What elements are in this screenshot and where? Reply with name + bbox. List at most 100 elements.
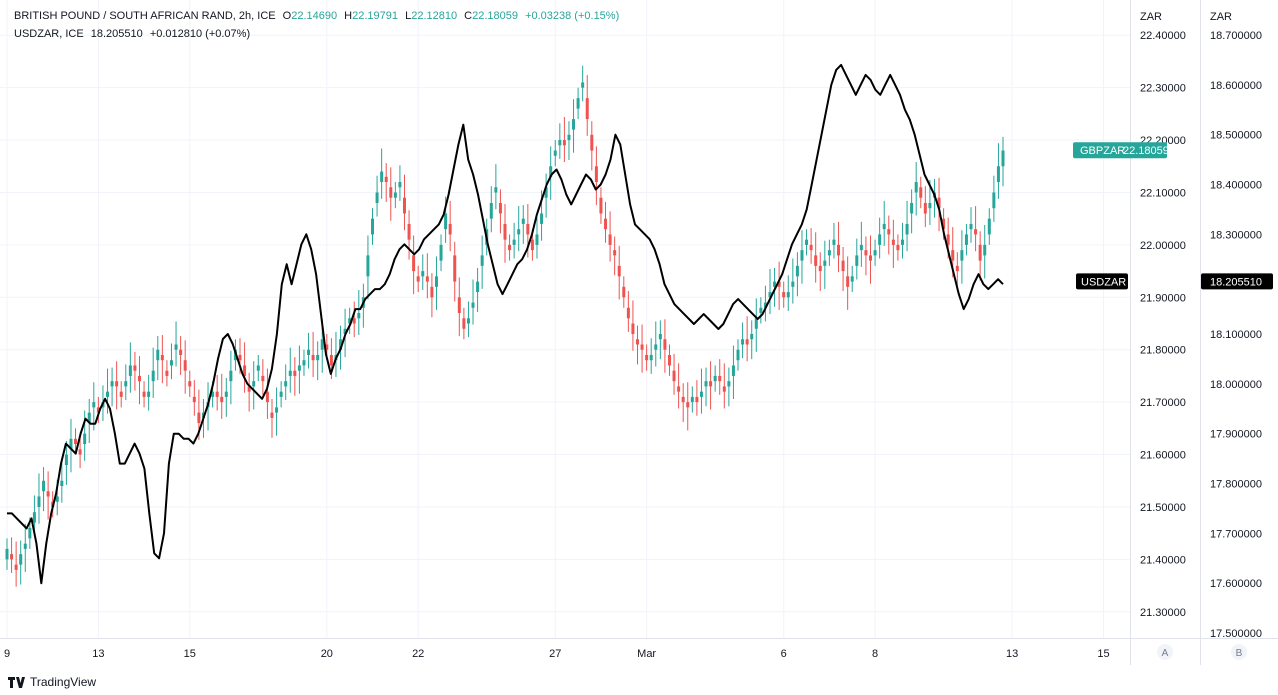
- gbpzar-candle-body: [937, 197, 941, 209]
- gbpzar-candle-body: [19, 554, 23, 565]
- legend-gbpzar-name: BRITISH POUND / SOUTH AFRICAN RAND, 2h, …: [14, 10, 276, 22]
- gbpzar-label-badge: [1073, 142, 1167, 159]
- tradingview-logo-icon: [8, 676, 25, 688]
- gbpzar-candle-body: [165, 370, 169, 376]
- gbpzar-candle-body: [594, 166, 598, 182]
- axis-b-tick-label: 18.500000: [1210, 130, 1262, 142]
- gbpzar-candle-body: [572, 119, 576, 130]
- gbpzar-candle-body: [92, 402, 96, 408]
- gbpzar-candle-body: [823, 260, 827, 266]
- gbpzar-candle-body: [32, 512, 36, 523]
- gbpzar-candle-body: [174, 344, 178, 350]
- axis-b-tick-label: 18.700000: [1210, 30, 1262, 42]
- gbpzar-candle-body: [160, 354, 164, 361]
- gbpzar-candle-body: [453, 255, 457, 282]
- scale-button-b[interactable]: [1231, 644, 1247, 660]
- gbpzar-candle-body: [599, 197, 603, 214]
- gbpzar-candle-body: [900, 239, 904, 245]
- axis-b-tick-label: 18.600000: [1210, 80, 1262, 92]
- gbpzar-candle-body: [846, 276, 850, 287]
- gbpzar-candle-body: [69, 438, 73, 450]
- usdzar-label-badge: [1076, 273, 1128, 290]
- legend-close-value: 22.18059: [472, 10, 518, 22]
- gbpzar-candle-body: [1001, 150, 1005, 167]
- axis-b-tick-label: 18.300000: [1210, 229, 1262, 241]
- gbpzar-candle-body: [238, 354, 242, 361]
- gbpzar-candle-body: [343, 328, 347, 334]
- axis-b-tick-label: 17.800000: [1210, 479, 1262, 491]
- tradingview-logo[interactable]: TradingView: [8, 675, 96, 689]
- gbpzar-candle-body: [722, 386, 726, 392]
- gbpzar-candle-body: [613, 250, 617, 256]
- gbpzar-candle-body: [512, 239, 516, 245]
- gbpzar-candle-body: [366, 255, 370, 277]
- gbpzar-candle-body: [891, 239, 895, 245]
- gbpzar-candle-body: [389, 187, 393, 198]
- gbpzar-candle-body: [357, 313, 361, 319]
- gbpzar-candle-body: [5, 548, 9, 560]
- gbpzar-candle-body: [78, 449, 82, 455]
- gbpzar-candle-body: [882, 223, 886, 230]
- gbpzar-candle-body: [704, 381, 708, 387]
- gbpzar-candle-body: [183, 360, 187, 371]
- gbpzar-candle-body: [741, 339, 745, 345]
- gbpzar-candle-body: [809, 244, 813, 251]
- legend-open-value: 22.14690: [291, 10, 338, 22]
- gbpzar-candle-body: [754, 318, 758, 329]
- axis-a-tick-label: 21.30000: [1140, 607, 1186, 619]
- gbpzar-candle-body: [42, 480, 46, 492]
- gbpzar-candle-body: [503, 223, 507, 240]
- gbpzar-candle-body: [859, 244, 863, 251]
- legend-change: +0.03238 (+0.15%): [525, 10, 620, 22]
- gbpzar-candle-body: [407, 223, 411, 240]
- gbpzar-candle-body: [800, 250, 804, 261]
- tradingview-brand-text: TradingView: [30, 675, 97, 689]
- gbpzar-candle-body: [777, 281, 781, 287]
- gbpzar-candle-body: [699, 391, 703, 397]
- gbpzar-candle-body: [87, 412, 91, 424]
- gbpzar-candle-body: [576, 98, 580, 109]
- gbpzar-candle-body: [759, 307, 763, 314]
- gbpzar-candle-body: [329, 354, 333, 366]
- gbpzar-candle-body: [983, 244, 987, 256]
- legend-open-key: O: [282, 10, 292, 22]
- gbpzar-candle-body: [156, 349, 160, 361]
- gbpzar-candle-body: [974, 229, 978, 235]
- gbpzar-candle-body: [567, 134, 571, 141]
- gbpzar-candle-body: [252, 381, 256, 387]
- legend-low-key: L: [405, 10, 412, 22]
- gbpzar-candle-body: [421, 271, 425, 277]
- axis-b-tick-label: 17.600000: [1210, 578, 1262, 590]
- gbpzar-candle-body: [896, 244, 900, 251]
- gbpzar-candle-body: [905, 223, 909, 235]
- gbpzar-candle-body: [517, 229, 521, 235]
- grid: [0, 0, 1130, 638]
- gbpzar-candle-body: [398, 182, 402, 188]
- gbpzar-candle-body: [293, 370, 297, 376]
- gbpzar-candle-body: [74, 438, 78, 445]
- gbpzar-candle-body: [590, 134, 594, 151]
- legend-gbpzar: BRITISH POUND / SOUTH AFRICAN RAND, 2h, …: [14, 10, 623, 22]
- axis-a-tick-label: 21.60000: [1140, 450, 1186, 462]
- usdzar-line: [7, 63, 1004, 585]
- gbpzar-candle-body: [261, 375, 265, 382]
- axis-b-unit: ZAR: [1210, 11, 1232, 23]
- gbpzar-candle-body: [279, 391, 283, 397]
- x-tick-label: 27: [549, 648, 561, 660]
- scale-button-a[interactable]: [1157, 644, 1173, 660]
- gbpzar-candle-body: [745, 339, 749, 345]
- gbpzar-candle-body: [923, 202, 927, 214]
- axis-b-tick-label: 17.700000: [1210, 528, 1262, 540]
- gbpzar-candle-body: [275, 407, 279, 413]
- gbpzar-candle-body: [110, 381, 114, 387]
- legend-high-key: H: [344, 10, 353, 22]
- gbpzar-candle-body: [978, 244, 982, 261]
- gbpzar-candle-body: [430, 286, 434, 298]
- gbpzar-candle-body: [480, 255, 484, 266]
- axis-b-tick-label: 17.500000: [1210, 628, 1262, 640]
- gbpzar-candle-body: [667, 354, 671, 366]
- gbpzar-candle-body: [416, 276, 420, 282]
- gbpzar-candle-body: [55, 496, 59, 502]
- gbpzar-candle-body: [910, 202, 914, 214]
